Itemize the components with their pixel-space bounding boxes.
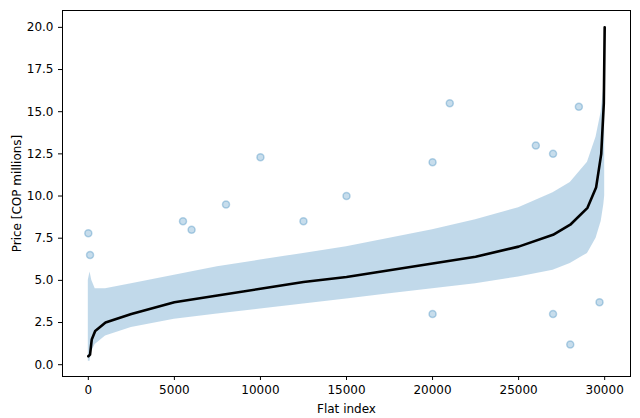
svg-text:7.5: 7.5 bbox=[34, 231, 53, 245]
svg-text:17.5: 17.5 bbox=[27, 62, 54, 76]
svg-text:0: 0 bbox=[84, 383, 92, 397]
svg-text:5.0: 5.0 bbox=[34, 273, 53, 287]
svg-text:10000: 10000 bbox=[241, 383, 279, 397]
svg-text:Price [COP millions]: Price [COP millions] bbox=[10, 135, 24, 253]
svg-text:10.0: 10.0 bbox=[27, 189, 54, 203]
svg-text:25000: 25000 bbox=[500, 383, 538, 397]
svg-text:20000: 20000 bbox=[413, 383, 451, 397]
svg-text:2.5: 2.5 bbox=[34, 315, 53, 329]
svg-text:Flat index: Flat index bbox=[317, 402, 376, 416]
svg-text:15000: 15000 bbox=[327, 383, 365, 397]
svg-text:0.0: 0.0 bbox=[34, 358, 53, 372]
svg-text:20.0: 20.0 bbox=[27, 20, 54, 34]
svg-text:15.0: 15.0 bbox=[27, 105, 54, 119]
svg-text:30000: 30000 bbox=[586, 383, 624, 397]
svg-text:5000: 5000 bbox=[159, 383, 190, 397]
svg-text:12.5: 12.5 bbox=[27, 147, 54, 161]
